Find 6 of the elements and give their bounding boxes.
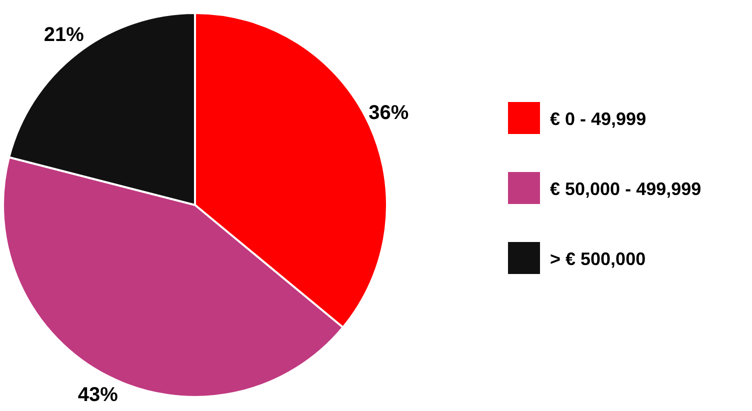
- data-label: 43%: [78, 384, 118, 406]
- data-label: 21%: [44, 24, 84, 46]
- legend-label: € 50,000 - 499,999: [550, 179, 702, 199]
- legend-label: € 0 - 49,999: [550, 109, 646, 129]
- legend-label: > € 500,000: [550, 249, 646, 269]
- data-label: 36%: [368, 102, 409, 124]
